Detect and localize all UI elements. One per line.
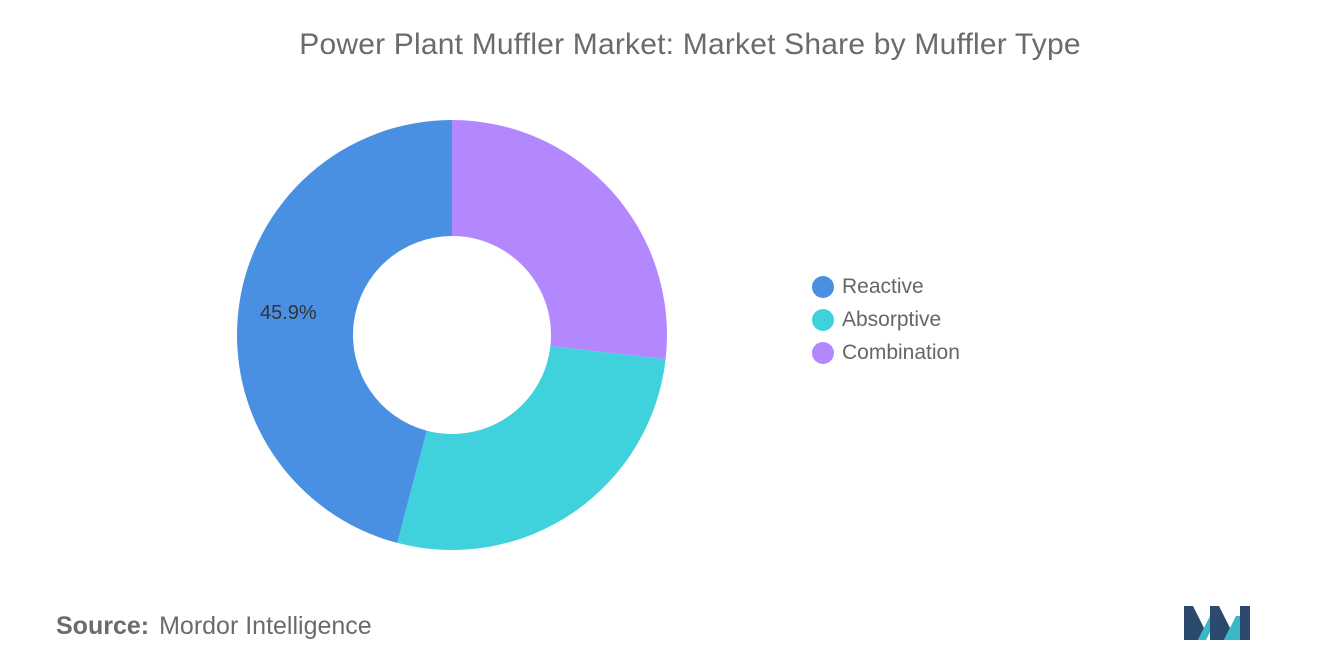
legend-item-combination[interactable]: Combination: [812, 336, 960, 369]
legend-label-absorptive: Absorptive: [842, 307, 942, 331]
legend-label-reactive: Reactive: [842, 274, 924, 298]
donut-slice-combination[interactable]: [452, 120, 667, 360]
donut-slice-absorptive[interactable]: [397, 346, 666, 551]
donut-slices: [237, 120, 667, 551]
mordor-intelligence-logo-icon: [1184, 606, 1250, 640]
legend-swatch-absorptive: [812, 308, 834, 331]
legend-swatch-reactive: [812, 275, 834, 298]
chart-legend: Reactive Absorptive Combination: [812, 270, 960, 369]
legend-label-combination: Combination: [842, 340, 960, 364]
legend-item-reactive[interactable]: Reactive: [812, 270, 960, 303]
source-name: Mordor Intelligence: [159, 612, 372, 640]
source-footer: Source: Mordor Intelligence: [56, 612, 372, 641]
slice-labels: 45.9%: [260, 302, 317, 324]
chart-title: Power Plant Muffler Market: Market Share…: [299, 28, 1081, 61]
donut-slice-reactive[interactable]: [237, 120, 452, 543]
legend-item-absorptive[interactable]: Absorptive: [812, 303, 960, 336]
slice-label-reactive: 45.9%: [260, 302, 317, 324]
legend-swatch-combination: [812, 341, 834, 364]
source-prefix: Source:: [56, 612, 150, 640]
